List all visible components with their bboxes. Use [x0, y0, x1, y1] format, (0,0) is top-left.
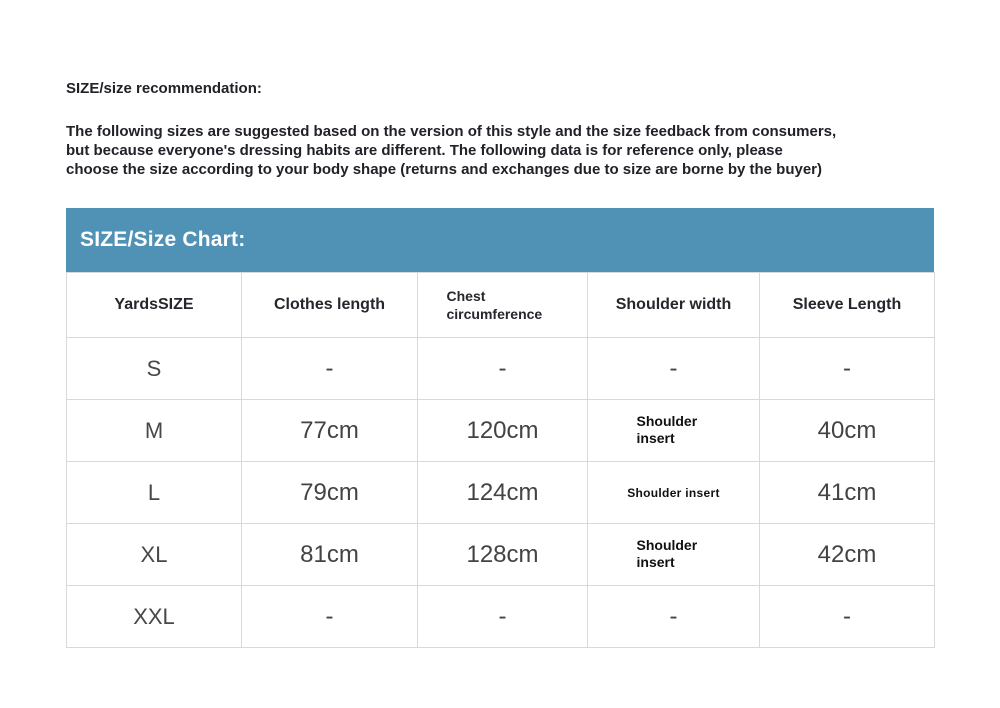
size-cell: L — [66, 461, 242, 524]
header-chest-circumference: Chest circumference — [417, 272, 588, 338]
clothes-length-cell: 79cm — [241, 461, 418, 524]
size-chart-table: YardsSIZE Clothes length Chest circumfer… — [66, 272, 935, 648]
shoulder-cell: - — [587, 585, 760, 648]
sleeve-cell: 40cm — [759, 399, 935, 462]
table-row-m: M 77cm 120cm Shoulder insert 40cm — [66, 399, 935, 462]
clothes-length-cell: 81cm — [241, 523, 418, 586]
shoulder-cell: - — [587, 337, 760, 400]
content-area: SIZE/size recommendation: The following … — [66, 80, 935, 648]
chest-cell: 120cm — [417, 399, 588, 462]
header-clothes-length: Clothes length — [241, 272, 418, 338]
size-cell: XXL — [66, 585, 242, 648]
table-row-s: S - - - - — [66, 337, 935, 400]
size-chart-title-bar: SIZE/Size Chart: — [66, 208, 934, 272]
size-recommendation-heading: SIZE/size recommendation: — [66, 80, 262, 97]
sleeve-cell: 42cm — [759, 523, 935, 586]
size-recommendation-paragraph: The following sizes are suggested based … — [66, 123, 837, 178]
shoulder-cell: Shoulder insert — [587, 399, 760, 462]
chest-cell: 128cm — [417, 523, 588, 586]
chest-cell: - — [417, 337, 588, 400]
size-chart-table-body: S - - - - M 77cm 120cm Shoulder insert 4… — [66, 337, 935, 648]
header-sleeve-length: Sleeve Length — [759, 272, 935, 338]
sleeve-cell: - — [759, 585, 935, 648]
size-cell: M — [66, 399, 242, 462]
sleeve-cell: 41cm — [759, 461, 935, 524]
clothes-length-cell: - — [241, 585, 418, 648]
size-cell: XL — [66, 523, 242, 586]
chest-cell: - — [417, 585, 588, 648]
table-row-xl: XL 81cm 128cm Shoulder insert 42cm — [66, 523, 935, 586]
sleeve-cell: - — [759, 337, 935, 400]
size-cell: S — [66, 337, 242, 400]
header-shoulder-width: Shoulder width — [587, 272, 760, 338]
table-row-xxl: XXL - - - - — [66, 585, 935, 648]
shoulder-insert-note: Shoulder insert — [636, 537, 698, 570]
shoulder-cell: Shoulder insert — [587, 461, 760, 524]
shoulder-cell: Shoulder insert — [587, 523, 760, 586]
size-chart-title: SIZE/Size Chart: — [80, 228, 246, 251]
header-row: YardsSIZE Clothes length Chest circumfer… — [66, 272, 935, 338]
header-chest-circumference-label: Chest circumference — [446, 287, 543, 322]
clothes-length-cell: 77cm — [241, 399, 418, 462]
clothes-length-cell: - — [241, 337, 418, 400]
chest-cell: 124cm — [417, 461, 588, 524]
header-yards-size: YardsSIZE — [66, 272, 242, 338]
table-row-l: L 79cm 124cm Shoulder insert 41cm — [66, 461, 935, 524]
size-chart-table-head: YardsSIZE Clothes length Chest circumfer… — [66, 272, 935, 338]
shoulder-insert-note: Shoulder insert — [636, 413, 698, 446]
